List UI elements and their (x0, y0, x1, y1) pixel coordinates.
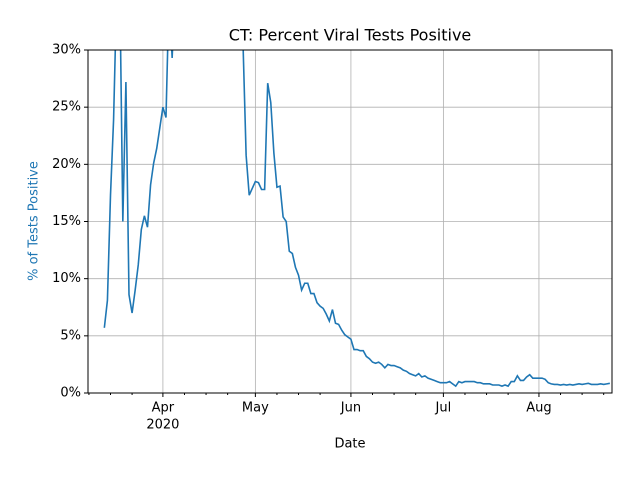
x-tick-label: May (242, 401, 269, 416)
data-line (103, 50, 610, 388)
x-tick-label: Apr (152, 401, 175, 416)
y-tick-label: 20% (52, 157, 81, 172)
x-tick-label: Aug (526, 401, 551, 416)
plot-frame (87, 49, 613, 394)
y-tick-label: 30% (52, 43, 81, 58)
x-offset-label: 2020 (146, 418, 179, 433)
x-tick-label: Jun (340, 401, 361, 416)
y-tick-label: 15% (52, 214, 81, 229)
y-tick-label: 10% (52, 271, 81, 286)
y-tick-label: 0% (60, 386, 81, 401)
y-axis-label: % of Tests Positive (27, 161, 42, 281)
x-tick-label: Jul (435, 401, 452, 416)
y-tick-label: 5% (60, 328, 81, 343)
y-tick-label: 25% (52, 100, 81, 115)
chart-title: CT: Percent Viral Tests Positive (229, 26, 472, 45)
x-axis-label: Date (334, 437, 365, 452)
